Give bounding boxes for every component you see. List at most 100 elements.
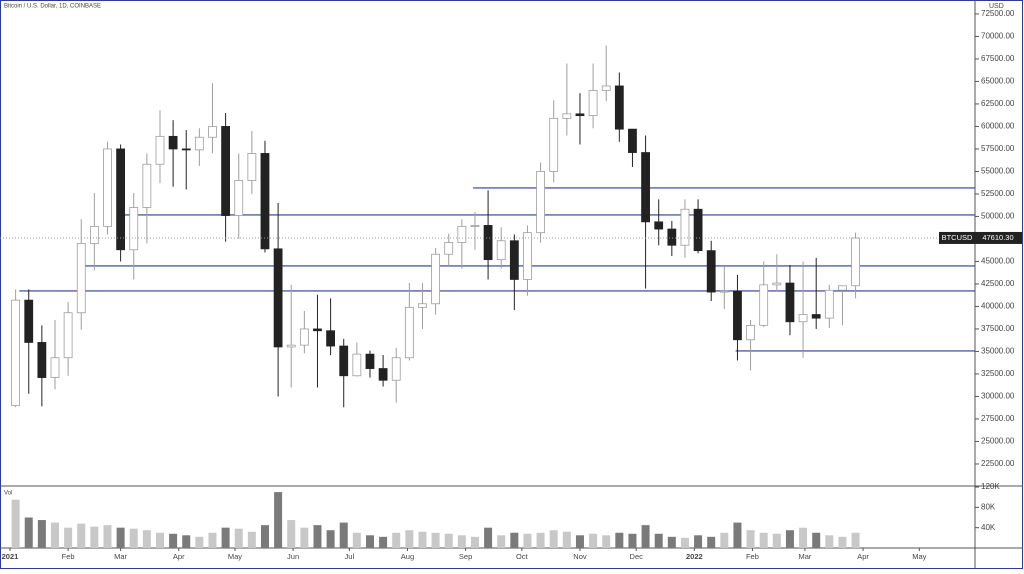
volume-bar xyxy=(37,520,46,548)
candle-body xyxy=(614,85,624,130)
candle-body xyxy=(824,289,834,319)
volume-bar xyxy=(50,522,59,548)
x-tick-label: Jun xyxy=(287,552,299,561)
volume-bar xyxy=(733,522,742,548)
volume-tick-label: 40K xyxy=(981,523,996,532)
y-tick-label: 55000.00 xyxy=(981,167,1015,176)
candle-body xyxy=(798,314,808,323)
candle-body xyxy=(601,85,611,91)
volume-bar xyxy=(838,536,847,548)
candle-body xyxy=(444,242,454,255)
volume-bar xyxy=(431,532,440,548)
y-tick-label: 40000.00 xyxy=(981,302,1015,311)
y-tick-label: 65000.00 xyxy=(981,77,1015,86)
candle-body xyxy=(273,248,283,348)
volume-bar xyxy=(602,535,611,548)
candle-body xyxy=(588,90,598,117)
volume-bar xyxy=(77,523,86,548)
x-tick-label: Mar xyxy=(114,552,127,561)
candle-body xyxy=(431,253,440,305)
candle-body xyxy=(194,136,204,151)
x-tick-label: Apr xyxy=(857,552,869,561)
candle-body xyxy=(76,243,86,314)
y-tick-label: 62500.00 xyxy=(981,99,1015,108)
volume-bar xyxy=(497,535,506,548)
x-tick-label: Dec xyxy=(630,552,644,561)
volume-bar xyxy=(759,532,768,548)
volume-bar xyxy=(484,527,493,548)
volume-bar xyxy=(654,533,663,548)
volume-bar xyxy=(339,522,348,548)
candle-body xyxy=(509,240,519,280)
volume-bar xyxy=(326,530,335,548)
volume-bar xyxy=(352,532,361,548)
volume-bar xyxy=(392,532,401,548)
volume-bar xyxy=(182,535,191,548)
volume-bar xyxy=(90,526,99,548)
y-tick-label: 42500.00 xyxy=(981,279,1015,288)
x-tick-label: 2021 xyxy=(2,552,19,561)
volume-bar xyxy=(562,531,571,548)
candle-body xyxy=(641,152,650,223)
x-tick-label: Feb xyxy=(746,552,759,561)
volume-bar xyxy=(379,536,388,548)
chart-title: Bitcoin / U.S. Dollar, 1D, COINBASE xyxy=(4,4,101,10)
candle-body xyxy=(155,135,165,165)
volume-tick-label: 80K xyxy=(981,502,996,511)
volume-bar xyxy=(707,536,716,548)
volume-bar xyxy=(155,532,164,548)
symbol-tag xyxy=(939,231,975,244)
volume-bar xyxy=(589,533,598,548)
candle-body xyxy=(221,126,231,216)
volume-bar xyxy=(365,535,374,548)
candle-body xyxy=(63,312,73,359)
volume-bar xyxy=(746,530,755,548)
x-tick-label: Nov xyxy=(573,552,587,561)
volume-bar xyxy=(812,532,821,548)
candle-body xyxy=(680,208,690,246)
volume-bar xyxy=(549,530,558,548)
volume-bar xyxy=(300,527,309,548)
candle-body xyxy=(772,282,782,286)
volume-bar xyxy=(234,528,243,548)
y-tick-label: 57500.00 xyxy=(981,144,1015,153)
volume-bar xyxy=(575,535,584,548)
candle-body xyxy=(628,128,637,153)
candle-body xyxy=(693,208,703,252)
candle-body xyxy=(470,225,480,227)
candle-body xyxy=(811,314,821,319)
candle-body xyxy=(365,353,375,369)
y-tick-label: 67500.00 xyxy=(981,54,1015,63)
volume-bar xyxy=(785,530,794,548)
candle-body xyxy=(838,285,847,291)
volume-bar xyxy=(116,527,125,548)
volume-bar xyxy=(680,537,689,548)
volume-bar xyxy=(274,492,283,548)
volume-bar xyxy=(287,520,296,548)
candle-body xyxy=(313,328,322,332)
volume-bar xyxy=(457,535,466,548)
y-tick-label: 37500.00 xyxy=(981,324,1015,333)
candle-body xyxy=(168,135,178,150)
candle-body xyxy=(418,303,427,308)
y-tick-label: 45000.00 xyxy=(981,257,1015,266)
volume-bar xyxy=(510,532,519,548)
volume-label: Vol xyxy=(4,491,12,497)
candle-body xyxy=(404,306,414,359)
currency-label: USD xyxy=(989,3,1004,10)
candle-body xyxy=(208,126,217,138)
volume-bar xyxy=(851,532,860,548)
x-tick-label: Aug xyxy=(401,552,414,561)
candle-body xyxy=(50,357,60,378)
candle-body xyxy=(746,324,755,341)
volume-bar xyxy=(142,530,151,548)
y-tick-label: 72500.00 xyxy=(981,9,1015,18)
volume-bar xyxy=(720,532,729,548)
candle-body xyxy=(706,250,716,293)
volume-bar xyxy=(313,525,322,548)
volume-bar xyxy=(641,525,650,548)
x-tick-label: May xyxy=(912,552,926,561)
candle-body xyxy=(496,240,506,261)
